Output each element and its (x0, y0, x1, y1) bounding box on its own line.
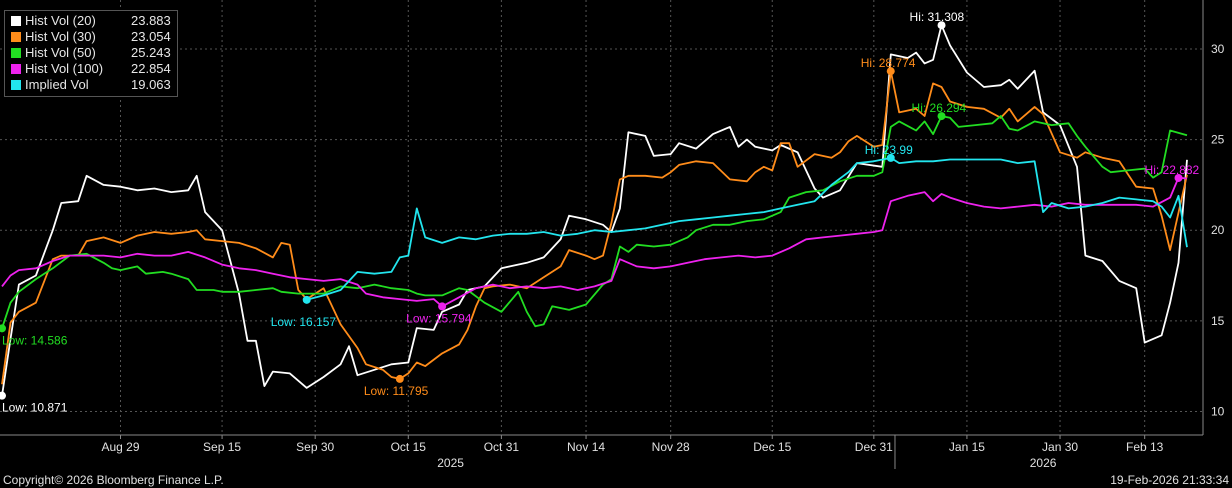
legend-value: 22.854 (131, 61, 171, 76)
annotation-label: Hi: 23.99 (865, 143, 913, 157)
x-tick-label: Nov 28 (652, 440, 690, 454)
legend-swatch (11, 32, 21, 42)
x-tick-label: Jan 30 (1042, 440, 1078, 454)
annotation-marker (886, 67, 895, 76)
annotation-marker (395, 374, 404, 383)
legend-item-hist-vol-50: Hist Vol (50) 25.243 (11, 45, 171, 61)
annotation-marker (886, 153, 895, 162)
annotation-label: Hi: 22.882 (1145, 163, 1200, 177)
legend-item-hist-vol-100: Hist Vol (100) 22.854 (11, 61, 171, 77)
x-tick-label: Dec 31 (855, 440, 893, 454)
annotation-label: Hi: 26.294 (912, 101, 967, 115)
legend-value: 23.054 (131, 29, 171, 44)
annotation-marker (0, 324, 6, 333)
x-tick-label: Nov 14 (567, 440, 605, 454)
y-axis: 10 15 20 25 30 (1202, 0, 1225, 435)
legend-item-hist-vol-20: Hist Vol (20) 23.883 (11, 13, 171, 29)
annotation-label: Low: 10.871 (2, 401, 68, 415)
legend-label: Hist Vol (20) (25, 13, 96, 28)
year-label: 2025 (437, 456, 464, 470)
annotation-label: Hi: 31.308 (910, 10, 965, 24)
series-line-implied-vol (306, 156, 1188, 301)
x-tick-label: Oct 15 (391, 440, 427, 454)
copyright-text: Copyright© 2026 Bloomberg Finance L.P. (3, 473, 224, 487)
legend-label: Hist Vol (50) (25, 45, 96, 60)
series-line-hist-vol-20 (1, 24, 1188, 396)
legend-value: 19.063 (131, 77, 171, 92)
legend-swatch (11, 48, 21, 58)
y-tick-label: 30 (1211, 42, 1225, 56)
y-tick-label: 20 (1211, 223, 1225, 237)
y-tick-label: 25 (1211, 133, 1225, 147)
grid-lines (0, 0, 1203, 435)
legend-swatch (11, 64, 21, 74)
x-tick-label: Feb 13 (1126, 440, 1164, 454)
legend-label: Hist Vol (30) (25, 29, 96, 44)
y-tick-label: 10 (1211, 404, 1225, 418)
legend-value: 23.883 (131, 13, 171, 28)
annotation-marker (302, 295, 311, 304)
legend-item-implied-vol: Implied Vol 19.063 (11, 77, 171, 93)
annotation-markers (0, 21, 1183, 400)
annotation-label: Low: 15.794 (406, 311, 472, 325)
x-tick-label: Jan 15 (949, 440, 985, 454)
series-line-hist-vol-30 (1, 70, 1188, 385)
annotation-labels: Low: 10.871 Low: 14.586 Low: 16.157 Low: 11… (2, 10, 1200, 414)
x-tick-label: Oct 31 (484, 440, 520, 454)
y-tick-label: 15 (1211, 314, 1225, 328)
timestamp-text: 19-Feb-2026 21:33:34 (1110, 473, 1229, 487)
x-axis: Aug 29 Sep 15 Sep 30 Oct 15 Oct 31 Nov 14 Nov … (0, 434, 1203, 470)
annotation-marker (937, 21, 946, 30)
legend-label: Implied Vol (25, 77, 89, 92)
legend-label: Hist Vol (100) (25, 61, 104, 76)
annotation-marker (438, 302, 447, 311)
annotation-label: Low: 14.586 (2, 333, 68, 347)
annotation-label: Low: 16.157 (271, 315, 337, 329)
annotation-marker (1174, 173, 1183, 182)
x-tick-label: Sep 15 (203, 440, 241, 454)
year-label: 2026 (1030, 456, 1057, 470)
annotation-label: Hi: 28.774 (861, 56, 916, 70)
annotation-label: Low: 11.795 (364, 384, 429, 398)
legend: Hist Vol (20) 23.883 Hist Vol (30) 23.05… (4, 10, 178, 97)
x-tick-label: Sep 30 (296, 440, 334, 454)
series-line-hist-vol-100 (1, 176, 1188, 308)
annotation-marker (937, 112, 946, 121)
series-lines (1, 24, 1188, 396)
x-tick-label: Dec 15 (753, 440, 791, 454)
legend-value: 25.243 (131, 45, 171, 60)
volatility-chart: Low: 10.871 Low: 14.586 Low: 16.157 Low: 11… (0, 0, 1225, 470)
legend-swatch (11, 16, 21, 26)
annotation-marker (0, 391, 6, 400)
legend-swatch (11, 80, 21, 90)
x-tick-label: Aug 29 (101, 440, 139, 454)
legend-item-hist-vol-30: Hist Vol (30) 23.054 (11, 29, 171, 45)
